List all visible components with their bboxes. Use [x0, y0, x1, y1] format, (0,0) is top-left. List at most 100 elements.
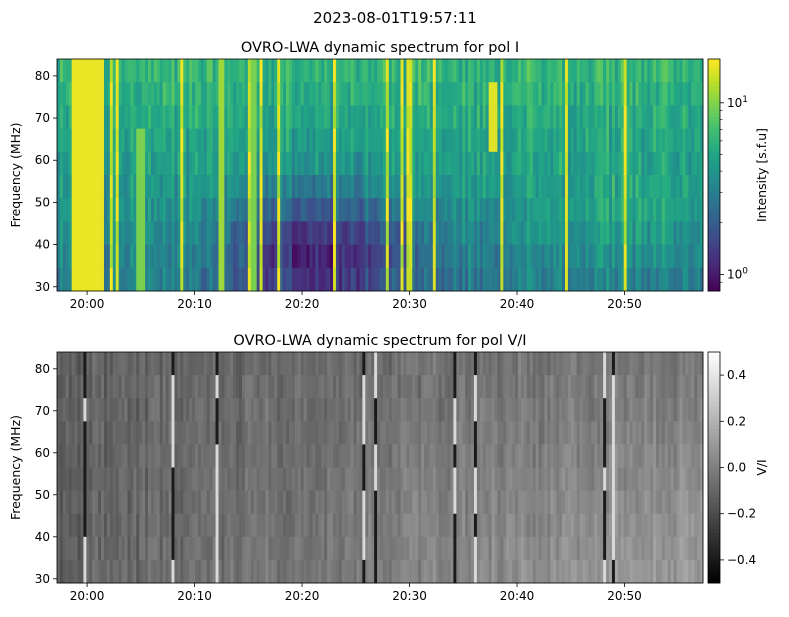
heatmap-cell [388, 267, 393, 292]
heatmap-cell [92, 59, 96, 83]
heatmap-cell [291, 444, 296, 468]
heatmap-cell [614, 444, 619, 468]
heatmap-cell [297, 467, 302, 491]
heatmap-cell [559, 444, 563, 468]
heatmap-cell [435, 513, 440, 538]
heatmap-cell [673, 467, 677, 491]
heatmap-cell [611, 244, 616, 269]
heatmap-cell [130, 490, 134, 515]
heatmap-cell [130, 105, 134, 129]
heatmap-cell [374, 221, 378, 245]
heatmap-cell [306, 128, 310, 153]
heatmap-cell [338, 244, 343, 269]
colorbar-segment [708, 444, 720, 449]
heatmap-cell [673, 444, 677, 468]
heatmap-cell [673, 198, 677, 222]
heatmap-cell [406, 513, 410, 538]
heatmap-cell [118, 221, 122, 245]
heatmap-cell [594, 444, 598, 468]
heatmap-cell [553, 513, 557, 538]
heatmap-cell [462, 198, 466, 222]
heatmap-cell [259, 352, 263, 376]
heatmap-cell [189, 398, 193, 422]
heatmap-cell [550, 221, 554, 245]
heatmap-cell [62, 536, 67, 561]
heatmap-cell [418, 536, 422, 561]
heatmap-cell [212, 128, 216, 153]
heatmap-cell [371, 375, 375, 399]
heatmap-cell [189, 198, 193, 222]
heatmap-cell [80, 175, 84, 199]
heatmap-cell [203, 467, 208, 491]
heatmap-cell [89, 513, 93, 538]
heatmap-cell [168, 128, 172, 153]
heatmap-cell [318, 82, 322, 106]
heatmap-cell [700, 467, 704, 491]
heatmap-cell [380, 82, 384, 106]
heatmap-cell [585, 467, 589, 491]
heatmap-cell [374, 490, 378, 515]
heatmap-cell [567, 128, 572, 153]
heatmap-cell [591, 421, 595, 445]
colorbar-segment [708, 467, 720, 472]
heatmap-cell [253, 198, 258, 222]
heatmap-cell [670, 421, 675, 445]
heatmap-cell [385, 59, 390, 83]
heatmap-cell [494, 59, 498, 83]
heatmap-cell [641, 198, 645, 222]
heatmap-cell [661, 105, 666, 129]
heatmap-cell [62, 421, 67, 445]
heatmap-cell [418, 513, 422, 538]
heatmap-cell [435, 490, 440, 515]
heatmap-cell [400, 267, 404, 292]
heatmap-cell [559, 536, 563, 561]
heatmap-cell [579, 444, 584, 468]
heatmap-cell [377, 352, 381, 376]
heatmap-cell [585, 128, 589, 153]
heatmap-cell [685, 444, 689, 468]
heatmap-cell [550, 175, 554, 199]
heatmap-cell [535, 128, 539, 153]
heatmap-cell [579, 398, 584, 422]
heatmap-cell [89, 198, 93, 222]
heatmap-cell [309, 421, 313, 445]
heatmap-cell [567, 82, 572, 106]
heatmap-cell [294, 105, 299, 129]
heatmap-cell [597, 198, 601, 222]
heatmap-cell [95, 352, 99, 376]
heatmap-cell [394, 128, 399, 153]
heatmap-cell [644, 267, 648, 292]
heatmap-cell [603, 128, 607, 153]
heatmap-cell [509, 444, 513, 468]
heatmap-cell [473, 198, 478, 222]
heatmap-cell [426, 421, 431, 445]
heatmap-cell [382, 352, 387, 376]
heatmap-cell [535, 398, 539, 422]
heatmap-cell [476, 398, 481, 422]
heatmap-cell [212, 559, 216, 584]
heatmap-cell [518, 244, 522, 269]
heatmap-cell [227, 267, 231, 292]
heatmap-cell [591, 82, 595, 106]
heatmap-cell [506, 536, 510, 561]
heatmap-cell [691, 513, 695, 538]
heatmap-cell [644, 559, 648, 584]
heatmap-cell [168, 490, 172, 515]
heatmap-cell [203, 59, 208, 83]
heatmap-cell [600, 128, 604, 153]
heatmap-cell [330, 490, 334, 515]
colorbar-segment [708, 359, 720, 364]
heatmap-cell [585, 352, 589, 376]
heatmap-cell [106, 175, 111, 199]
heatmap-cell [286, 244, 290, 269]
heatmap-cell [485, 490, 490, 515]
heatmap-cell [406, 375, 410, 399]
heatmap-cell [664, 267, 669, 292]
heatmap-cell [520, 151, 525, 176]
heatmap-cell [203, 221, 208, 245]
heatmap-cell [638, 105, 642, 129]
heatmap-cell [262, 244, 266, 269]
heatmap-cell [335, 375, 340, 399]
heatmap-cell [473, 375, 478, 399]
heatmap-cell [274, 375, 278, 399]
